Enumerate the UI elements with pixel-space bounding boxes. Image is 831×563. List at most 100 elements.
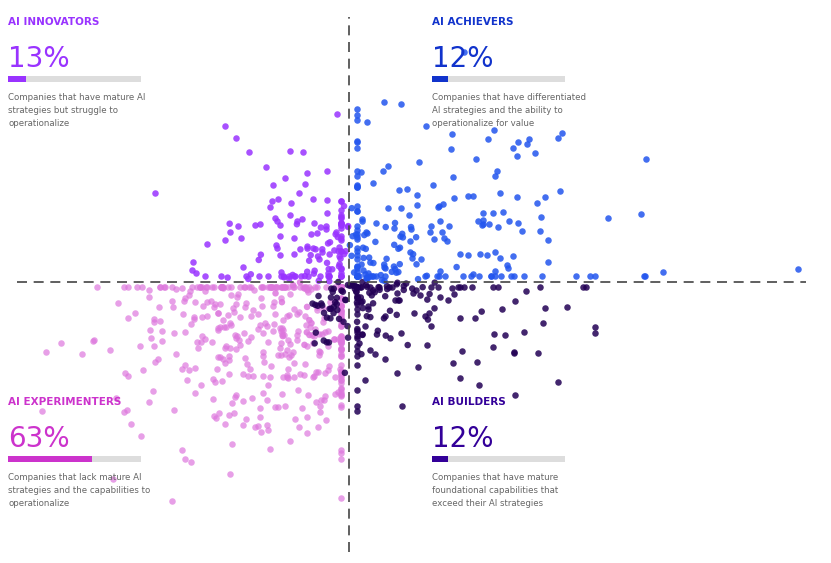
Point xyxy=(374,271,387,280)
Point xyxy=(345,204,358,213)
Point xyxy=(180,376,194,385)
Point xyxy=(305,229,318,238)
Point xyxy=(388,296,401,305)
Point xyxy=(246,372,259,381)
Point xyxy=(351,292,364,301)
Point xyxy=(326,265,339,274)
Point xyxy=(401,341,415,350)
Point xyxy=(165,283,179,292)
Point xyxy=(351,110,364,119)
Point xyxy=(248,220,261,229)
Point xyxy=(428,235,441,244)
Point xyxy=(237,262,250,271)
Point xyxy=(273,221,286,230)
Point xyxy=(322,239,335,248)
Point xyxy=(334,283,347,292)
Point xyxy=(282,283,295,292)
Point xyxy=(327,246,341,255)
Point xyxy=(515,227,529,236)
Point xyxy=(355,298,368,307)
Point xyxy=(308,339,322,348)
Point xyxy=(313,401,327,410)
Point xyxy=(634,209,647,218)
Point xyxy=(351,271,364,280)
Point xyxy=(148,315,161,324)
Point xyxy=(580,283,593,292)
Point xyxy=(313,348,327,357)
Point xyxy=(334,378,347,387)
Point xyxy=(257,351,270,360)
Point xyxy=(358,376,371,385)
Point xyxy=(287,372,300,381)
Point xyxy=(219,235,232,244)
Point xyxy=(276,326,289,335)
Point xyxy=(351,360,364,369)
Point xyxy=(334,196,347,205)
Point xyxy=(357,231,371,240)
Point xyxy=(400,279,413,288)
Point xyxy=(214,353,227,362)
Point xyxy=(511,137,524,146)
Point xyxy=(195,312,209,321)
Point xyxy=(334,286,347,295)
Point xyxy=(445,129,459,138)
Point xyxy=(334,283,347,292)
Point xyxy=(350,288,363,297)
Point xyxy=(211,308,224,317)
Point xyxy=(470,358,484,367)
Point xyxy=(318,327,332,336)
Point xyxy=(262,337,275,346)
Point xyxy=(306,195,319,204)
Point xyxy=(351,271,364,280)
Point xyxy=(322,271,335,280)
Point xyxy=(423,289,436,298)
Bar xyxy=(432,456,448,462)
Point xyxy=(356,243,370,252)
Point xyxy=(351,324,364,333)
Point xyxy=(149,189,162,198)
Point xyxy=(334,321,347,330)
Point xyxy=(288,249,301,258)
Point xyxy=(334,211,347,220)
Point xyxy=(334,370,347,379)
Point xyxy=(334,351,347,360)
Point xyxy=(561,302,574,311)
Point xyxy=(201,297,214,306)
Point xyxy=(239,299,253,308)
Point xyxy=(334,400,347,409)
Point xyxy=(435,228,449,237)
Point xyxy=(283,146,297,155)
Point xyxy=(637,271,651,280)
Point xyxy=(267,326,280,335)
Point xyxy=(334,283,347,292)
Point xyxy=(356,330,369,339)
Point xyxy=(334,283,347,292)
Point xyxy=(274,267,288,276)
Point xyxy=(492,283,505,292)
Point xyxy=(351,271,364,280)
Point xyxy=(489,271,502,280)
Point xyxy=(300,428,313,437)
Point xyxy=(238,283,251,292)
Point xyxy=(342,280,355,289)
Point xyxy=(205,338,219,347)
Point xyxy=(364,283,377,292)
Point xyxy=(334,349,347,358)
Point xyxy=(406,250,420,259)
Point xyxy=(268,320,281,329)
Point xyxy=(178,293,191,302)
Bar xyxy=(432,76,448,82)
Point xyxy=(356,278,369,287)
Point xyxy=(209,300,222,309)
Point xyxy=(334,254,347,263)
Point xyxy=(471,217,484,226)
Point xyxy=(395,328,408,337)
Point xyxy=(244,311,258,320)
Point xyxy=(366,299,380,308)
Point xyxy=(237,396,250,405)
Point xyxy=(508,271,521,280)
Point xyxy=(266,301,279,310)
Point xyxy=(351,271,364,280)
Point xyxy=(361,283,374,292)
Point xyxy=(509,391,522,400)
